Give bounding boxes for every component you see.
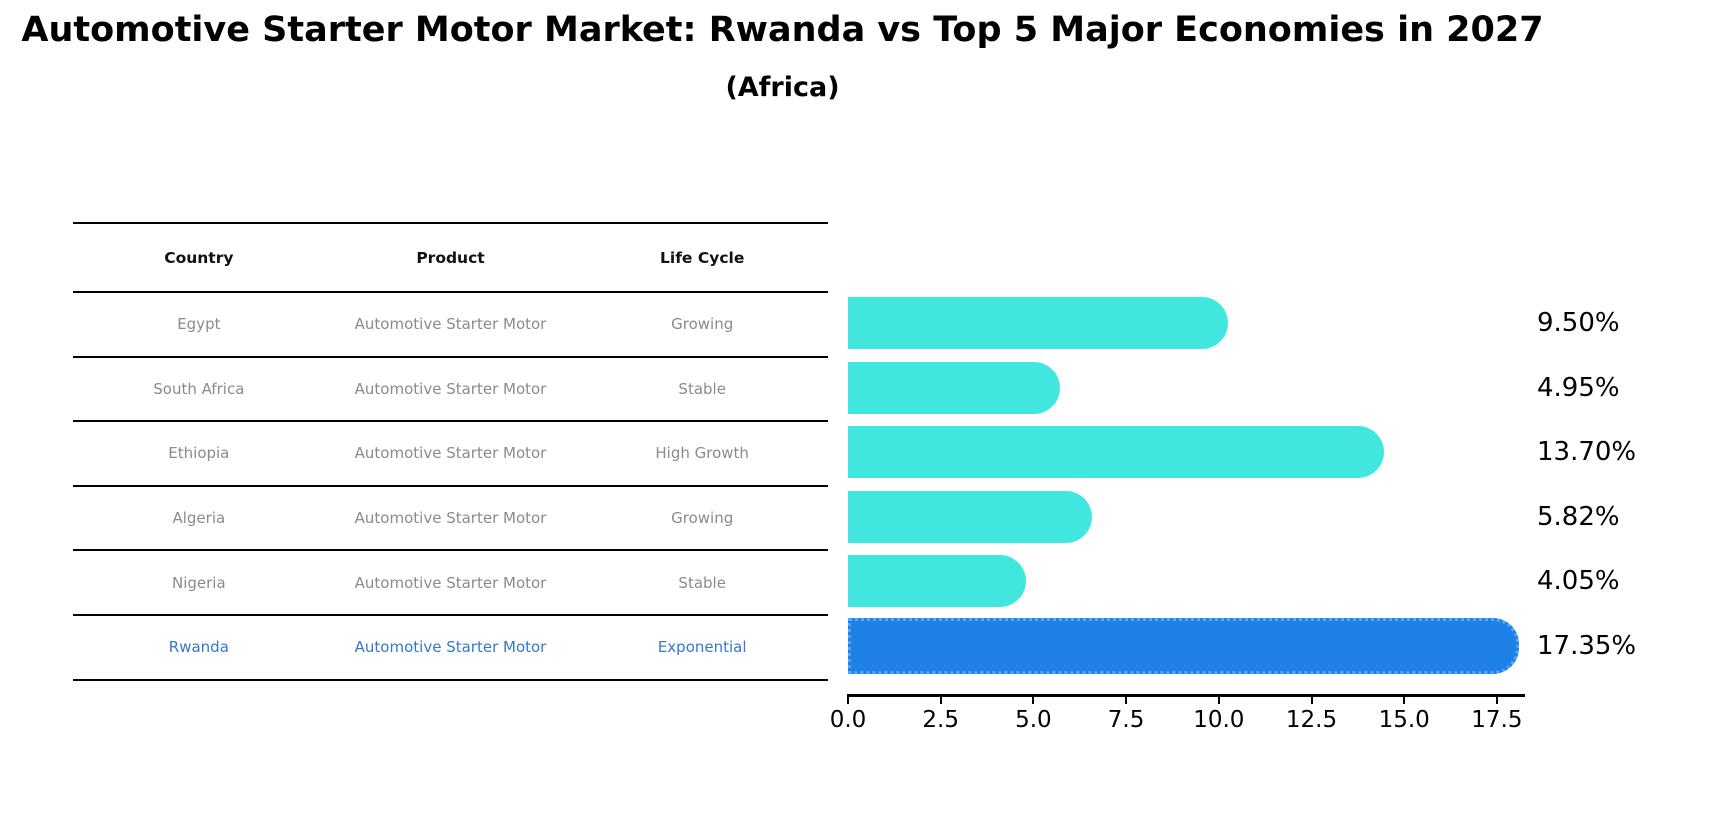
x-axis-tick-label: 10.0 xyxy=(1193,707,1245,733)
bar-value-label: 4.95% xyxy=(1537,372,1620,403)
bar-value-label: 4.05% xyxy=(1537,566,1620,597)
table-body: Egypt Automotive Starter Motor Growing S… xyxy=(73,293,828,681)
x-axis-tick-label: 5.0 xyxy=(1015,707,1052,733)
table-cell-lifecycle: Stable xyxy=(678,379,726,398)
bar-value-label: 17.35% xyxy=(1537,631,1637,661)
table-header-product: Product xyxy=(416,248,485,267)
x-axis-tick-label: 7.5 xyxy=(1107,707,1145,733)
x-axis-tick xyxy=(939,694,942,704)
table-cell-lifecycle: Exponential xyxy=(657,638,747,657)
x-axis-tick-label: 15.0 xyxy=(1378,707,1430,733)
chart-subtitle: (Africa) xyxy=(725,72,840,103)
table-cell-country: Algeria xyxy=(172,509,226,528)
bar-nigeria xyxy=(848,555,1027,608)
table-cell-lifecycle: Stable xyxy=(678,573,726,592)
bar-ethiopia xyxy=(848,426,1384,479)
table-row: Ethiopia Automotive Starter Motor High G… xyxy=(73,422,828,487)
table-row: Egypt Automotive Starter Motor Growing xyxy=(73,293,828,358)
x-axis-tick xyxy=(1495,694,1498,704)
bar-south-africa xyxy=(848,361,1060,414)
table-cell-country: Ethiopia xyxy=(168,444,230,463)
x-axis-tick xyxy=(847,694,849,704)
table-row: Algeria Automotive Starter Motor Growing xyxy=(73,487,828,552)
table-header-row: Country Product Life Cycle xyxy=(73,224,828,293)
bar-egypt xyxy=(848,297,1229,349)
x-axis-tick-label: 17.5 xyxy=(1471,707,1523,733)
table-cell-product: Automotive Starter Motor xyxy=(354,509,547,528)
bar-value-label: 5.82% xyxy=(1537,501,1620,532)
table-cell-product: Automotive Starter Motor xyxy=(354,638,547,657)
table-header-lifecycle: Life Cycle xyxy=(660,248,745,267)
table-cell-country: Rwanda xyxy=(168,638,229,657)
table-row: Rwanda Automotive Starter Motor Exponent… xyxy=(73,616,828,681)
bar-value-label: 9.50% xyxy=(1537,308,1620,338)
country-table: Country Product Life Cycle Egypt Automot… xyxy=(73,222,828,681)
x-axis-line xyxy=(848,694,1525,697)
bar-value-label: 13.70% xyxy=(1537,437,1637,468)
table-header-country: Country xyxy=(164,248,234,267)
table-cell-product: Automotive Starter Motor xyxy=(354,315,547,334)
chart-title: Automotive Starter Motor Market: Rwanda … xyxy=(21,10,1544,50)
x-axis-tick xyxy=(1217,694,1220,704)
table-cell-lifecycle: Growing xyxy=(671,509,734,528)
table-cell-country: Egypt xyxy=(177,315,221,334)
table-cell-product: Automotive Starter Motor xyxy=(354,379,547,398)
x-axis-tick-label: 0.0 xyxy=(829,707,867,733)
x-axis-tick xyxy=(1310,694,1313,704)
x-axis-tick xyxy=(1032,694,1035,704)
x-axis-tick-label: 2.5 xyxy=(922,707,959,733)
table-cell-country: Nigeria xyxy=(172,573,226,592)
x-axis-tick-label: 12.5 xyxy=(1285,707,1338,733)
table-cell-lifecycle: High Growth xyxy=(655,444,749,463)
table-cell-country: South Africa xyxy=(153,379,245,398)
x-axis-tick xyxy=(1125,694,1128,704)
table-cell-product: Automotive Starter Motor xyxy=(354,444,547,463)
bar-rwanda xyxy=(848,618,1520,674)
bar-algeria xyxy=(848,490,1092,543)
x-axis-tick xyxy=(1403,694,1406,704)
table-cell-lifecycle: Growing xyxy=(671,315,734,334)
table-cell-product: Automotive Starter Motor xyxy=(354,573,547,592)
table-row: Nigeria Automotive Starter Motor Stable xyxy=(73,551,828,616)
table-row: South Africa Automotive Starter Motor St… xyxy=(73,358,828,423)
